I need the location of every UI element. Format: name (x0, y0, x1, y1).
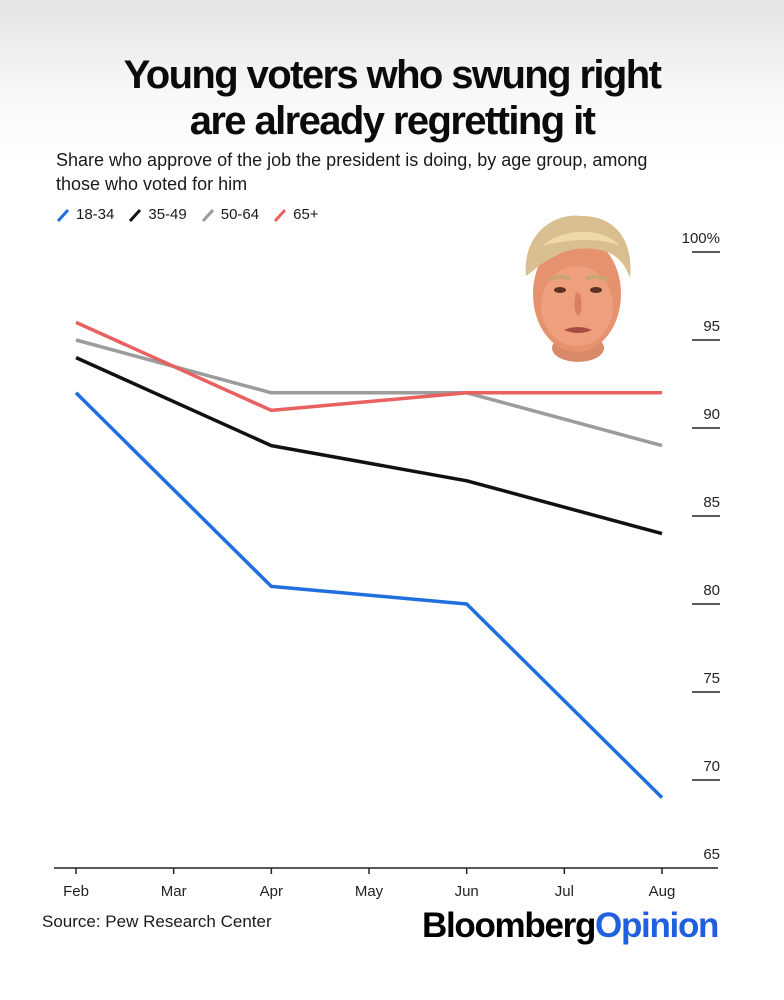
legend-swatch-icon (274, 208, 287, 222)
brand-opinion: Opinion (595, 906, 719, 945)
legend-label: 50-64 (220, 206, 260, 223)
chart-subtitle: Share who approve of the job the preside… (56, 148, 756, 196)
subtitle-line-2: those who voted for him (56, 174, 248, 194)
legend-item-65plus: 65+ (273, 206, 319, 223)
title-line-2: are already regretting it (189, 99, 596, 143)
brand-bloomberg: Bloomberg (422, 906, 596, 945)
legend: 18-34 35-49 50-64 65+ (56, 206, 319, 223)
y-tick-label-95: 95 (703, 318, 720, 335)
x-tick-label-aug: Aug (649, 883, 676, 900)
y-tick-label-80: 80 (703, 582, 720, 599)
source-note: Source: Pew Research Center (42, 912, 272, 931)
x-tick-label-feb: Feb (63, 883, 89, 900)
legend-swatch-icon (201, 208, 214, 222)
y-tick-label-70: 70 (703, 758, 720, 775)
subtitle-line-1: Share who approve of the job the preside… (56, 150, 648, 170)
y-tick-label-100: 100% (682, 230, 720, 247)
legend-swatch-icon (129, 208, 142, 222)
legend-item-35-49: 35-49 (128, 206, 187, 223)
legend-label: 18-34 (76, 206, 115, 223)
x-tick-label-jun: Jun (455, 883, 479, 900)
legend-label: 65+ (293, 206, 319, 223)
x-tick-label-mar: Mar (161, 883, 187, 900)
y-tick-label-90: 90 (703, 406, 720, 423)
x-tick-label-may: May (355, 883, 384, 900)
legend-item-50-64: 50-64 (201, 206, 259, 223)
y-tick-label-85: 85 (703, 494, 720, 511)
bloomberg-opinion-logo: BloombergOpinion (422, 906, 719, 946)
legend-item-18-34: 18-34 (56, 206, 114, 223)
title-line-1: Young voters who swung right (123, 53, 662, 97)
x-tick-label-apr: Apr (260, 883, 283, 900)
president-portrait-icon (525, 215, 631, 362)
x-tick-label-jul: Jul (555, 883, 574, 900)
series-line-18-34 (74, 391, 664, 799)
legend-label: 35-49 (148, 206, 187, 223)
y-tick-label-75: 75 (703, 670, 720, 687)
legend-swatch-icon (56, 208, 70, 222)
chart-title: Young voters who swung right are already… (0, 52, 784, 144)
series-line-35-49 (75, 356, 663, 536)
series-line-65plus (75, 320, 662, 413)
y-tick-label-65: 65 (703, 846, 720, 863)
